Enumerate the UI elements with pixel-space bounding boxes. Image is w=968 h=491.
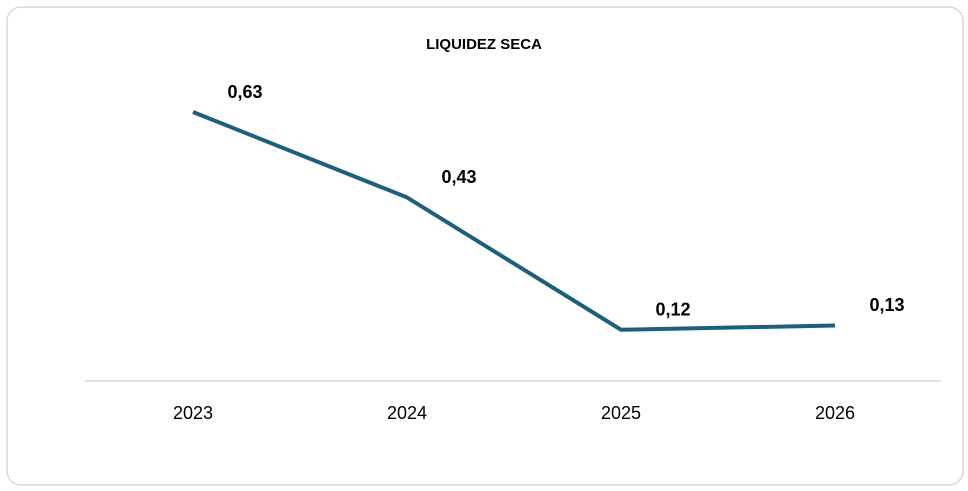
data-label: 0,63: [227, 82, 262, 102]
data-label: 0,13: [869, 295, 904, 315]
x-tick-label: 2026: [815, 403, 855, 423]
data-label: 0,43: [441, 167, 476, 187]
chart-title: LIQUIDEZ SECA: [426, 36, 542, 53]
x-tick-label: 2024: [387, 403, 427, 423]
data-label: 0,12: [655, 300, 690, 320]
x-tick-label: 2023: [173, 403, 213, 423]
line: [192, 110, 836, 332]
x-tick-label: 2025: [601, 403, 641, 423]
